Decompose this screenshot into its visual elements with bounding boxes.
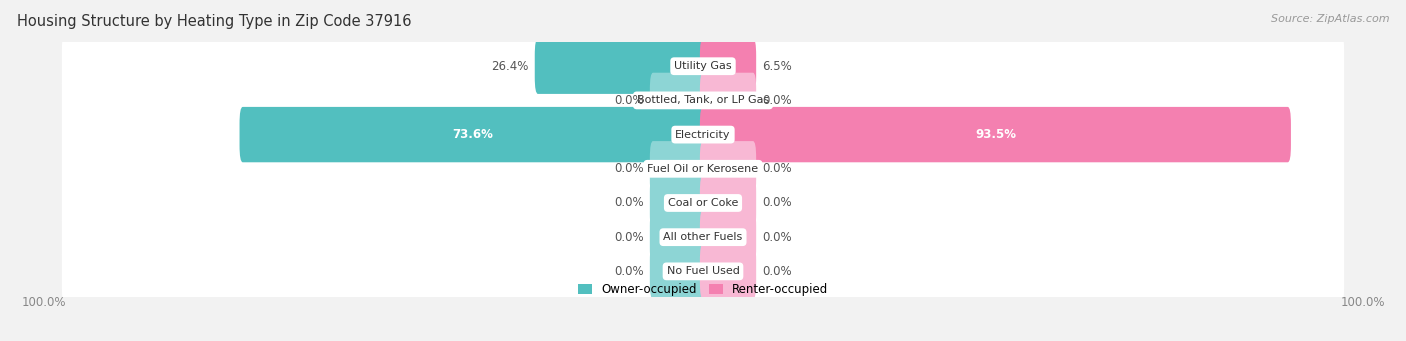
- Text: 100.0%: 100.0%: [1340, 296, 1385, 309]
- Text: 0.0%: 0.0%: [762, 231, 792, 244]
- FancyBboxPatch shape: [650, 175, 706, 231]
- FancyBboxPatch shape: [650, 141, 706, 196]
- FancyBboxPatch shape: [700, 175, 756, 231]
- Text: 0.0%: 0.0%: [614, 196, 644, 209]
- Text: 0.0%: 0.0%: [762, 265, 792, 278]
- FancyBboxPatch shape: [700, 209, 756, 265]
- FancyBboxPatch shape: [700, 73, 756, 128]
- Text: No Fuel Used: No Fuel Used: [666, 266, 740, 276]
- FancyBboxPatch shape: [534, 39, 706, 94]
- Text: 6.5%: 6.5%: [762, 60, 792, 73]
- FancyBboxPatch shape: [62, 135, 1344, 202]
- Text: Bottled, Tank, or LP Gas: Bottled, Tank, or LP Gas: [637, 95, 769, 105]
- Text: 26.4%: 26.4%: [491, 60, 529, 73]
- Text: 0.0%: 0.0%: [614, 231, 644, 244]
- FancyBboxPatch shape: [700, 141, 756, 196]
- Text: 100.0%: 100.0%: [21, 296, 66, 309]
- Text: 0.0%: 0.0%: [614, 265, 644, 278]
- Text: 0.0%: 0.0%: [614, 94, 644, 107]
- Text: 93.5%: 93.5%: [974, 128, 1017, 141]
- FancyBboxPatch shape: [700, 107, 1291, 162]
- FancyBboxPatch shape: [62, 204, 1344, 271]
- FancyBboxPatch shape: [650, 244, 706, 299]
- FancyBboxPatch shape: [650, 209, 706, 265]
- Text: Utility Gas: Utility Gas: [675, 61, 731, 71]
- Legend: Owner-occupied, Renter-occupied: Owner-occupied, Renter-occupied: [578, 283, 828, 296]
- Text: 0.0%: 0.0%: [614, 162, 644, 175]
- Text: Coal or Coke: Coal or Coke: [668, 198, 738, 208]
- Text: 73.6%: 73.6%: [453, 128, 494, 141]
- Text: 0.0%: 0.0%: [762, 196, 792, 209]
- Text: 0.0%: 0.0%: [762, 162, 792, 175]
- FancyBboxPatch shape: [700, 39, 756, 94]
- FancyBboxPatch shape: [650, 73, 706, 128]
- FancyBboxPatch shape: [62, 101, 1344, 168]
- Text: Electricity: Electricity: [675, 130, 731, 139]
- Text: Source: ZipAtlas.com: Source: ZipAtlas.com: [1271, 14, 1389, 24]
- Text: Housing Structure by Heating Type in Zip Code 37916: Housing Structure by Heating Type in Zip…: [17, 14, 412, 29]
- Text: 0.0%: 0.0%: [762, 94, 792, 107]
- FancyBboxPatch shape: [62, 67, 1344, 134]
- FancyBboxPatch shape: [239, 107, 706, 162]
- FancyBboxPatch shape: [62, 169, 1344, 237]
- Text: All other Fuels: All other Fuels: [664, 232, 742, 242]
- FancyBboxPatch shape: [700, 244, 756, 299]
- FancyBboxPatch shape: [62, 33, 1344, 100]
- Text: Fuel Oil or Kerosene: Fuel Oil or Kerosene: [647, 164, 759, 174]
- FancyBboxPatch shape: [62, 238, 1344, 305]
